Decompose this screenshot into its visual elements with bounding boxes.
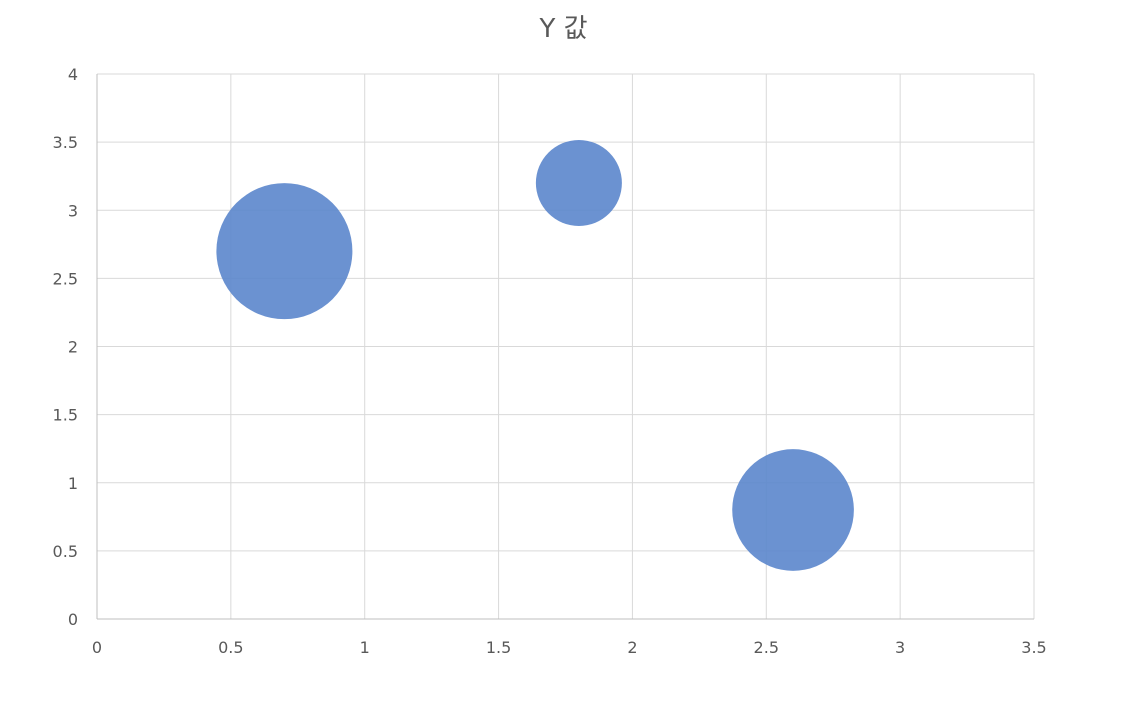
y-tick-label: 3 [68,201,78,220]
y-tick-label: 2 [68,338,78,357]
bubble-point [216,183,353,320]
x-tick-labels: 0 0.5 1 1.5 2 2.5 3 3.5 [92,638,1047,657]
y-tick-label: 0.5 [53,542,78,561]
x-tick-label: 2 [627,638,637,657]
y-tick-label: 2.5 [53,269,78,288]
x-tick-label: 0.5 [218,638,243,657]
y-tick-label: 4 [68,65,78,84]
grid [97,73,1035,619]
axes [96,74,1034,620]
bubbles [216,139,854,571]
x-tick-label: 0 [92,638,102,657]
x-tick-label: 1.5 [486,638,511,657]
x-tick-label: 3 [895,638,905,657]
chart-title: Y 값 [539,14,588,44]
y-tick-label: 1.5 [53,406,78,425]
x-tick-label: 2.5 [754,638,779,657]
y-tick-label: 1 [68,474,78,493]
x-tick-label: 3.5 [1021,638,1046,657]
bubble-point [535,139,622,227]
x-tick-label: 1 [360,638,370,657]
y-tick-label: 0 [68,610,78,629]
y-tick-label: 3.5 [53,133,78,152]
y-tick-labels: 0 0.5 1 1.5 2 2.5 3 3.5 4 [53,65,78,629]
bubble-point [732,449,854,571]
